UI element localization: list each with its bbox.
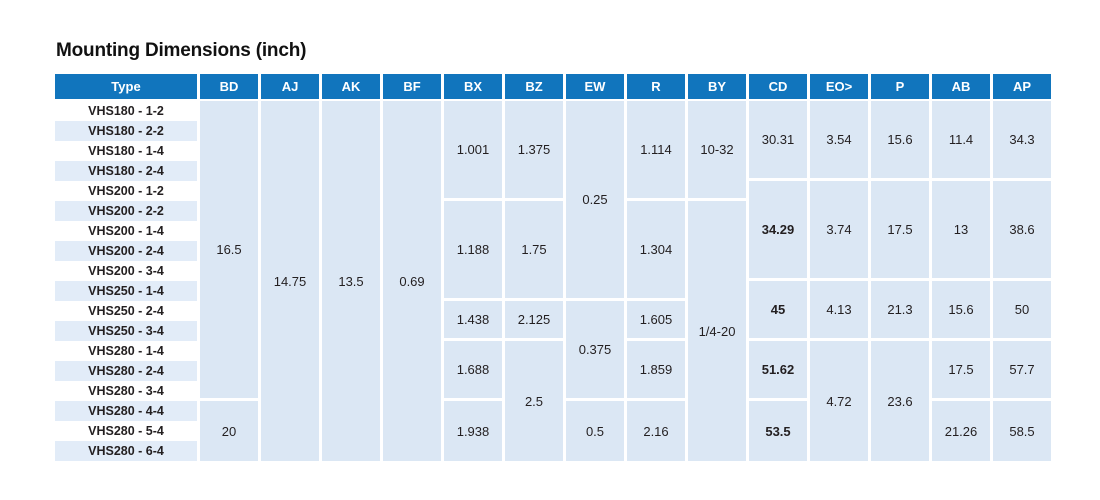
cell-p: 23.6 xyxy=(871,341,929,461)
cell-r: 1.304 xyxy=(627,201,685,301)
cell-cd: 45 xyxy=(749,281,807,341)
cell-bz: 2.125 xyxy=(505,301,563,341)
cell-ew: 0.25 xyxy=(566,101,624,301)
cell-r: 1.859 xyxy=(627,341,685,401)
column-header-eo: EO> xyxy=(810,74,868,101)
page-title: Mounting Dimensions (inch) xyxy=(56,40,307,61)
column-header-p: P xyxy=(871,74,929,101)
column-header-r: R xyxy=(627,74,685,101)
cell-ap: 38.6 xyxy=(993,181,1051,281)
cell-eo: 3.74 xyxy=(810,181,868,281)
row-type-label: VHS200 - 1-4 xyxy=(55,221,197,241)
column-header-bx: BX xyxy=(444,74,502,101)
cell-ab: 17.5 xyxy=(932,341,990,401)
cell-bx: 1.688 xyxy=(444,341,502,401)
cell-ab: 21.26 xyxy=(932,401,990,461)
column-header-by: BY xyxy=(688,74,746,101)
cell-bx: 1.188 xyxy=(444,201,502,301)
column-header-ab: AB xyxy=(932,74,990,101)
cell-ew: 0.5 xyxy=(566,401,624,461)
cell-bz: 2.5 xyxy=(505,341,563,461)
row-type-label: VHS280 - 3-4 xyxy=(55,381,197,401)
cell-eo: 4.13 xyxy=(810,281,868,341)
column-header-cd: CD xyxy=(749,74,807,101)
row-type-label: VHS280 - 1-4 xyxy=(55,341,197,361)
cell-bx: 1.938 xyxy=(444,401,502,461)
cell-by: 10-32 xyxy=(688,101,746,201)
row-type-label: VHS280 - 2-4 xyxy=(55,361,197,381)
cell-cd: 30.31 xyxy=(749,101,807,181)
column-header-aj: AJ xyxy=(261,74,319,101)
cell-bz: 1.75 xyxy=(505,201,563,301)
cell-by: 1/4-20 xyxy=(688,201,746,461)
column-header-type: Type xyxy=(55,74,197,101)
row-type-label: VHS280 - 6-4 xyxy=(55,441,197,461)
cell-eo: 3.54 xyxy=(810,101,868,181)
cell-cd: 53.5 xyxy=(749,401,807,461)
cell-ap: 34.3 xyxy=(993,101,1051,181)
cell-ap: 57.7 xyxy=(993,341,1051,401)
cell-r: 1.114 xyxy=(627,101,685,201)
row-type-label: VHS180 - 2-2 xyxy=(55,121,197,141)
cell-cd: 51.62 xyxy=(749,341,807,401)
cell-ap: 50 xyxy=(993,281,1051,341)
cell-bz: 1.375 xyxy=(505,101,563,201)
row-type-label: VHS200 - 1-2 xyxy=(55,181,197,201)
cell-p: 21.3 xyxy=(871,281,929,341)
row-type-label: VHS250 - 1-4 xyxy=(55,281,197,301)
cell-bd: 20 xyxy=(200,401,258,461)
cell-ew: 0.375 xyxy=(566,301,624,401)
column-header-ap: AP xyxy=(993,74,1051,101)
mounting-dimensions-table: Type BD AJ AK BF BX BZ EW R BY CD EO> P AB AP VHS180 - … xyxy=(55,74,1051,461)
cell-ak: 13.5 xyxy=(322,101,380,461)
cell-ab: 15.6 xyxy=(932,281,990,341)
row-type-label: VHS180 - 1-2 xyxy=(55,101,197,121)
row-type-label: VHS200 - 3-4 xyxy=(55,261,197,281)
column-header-bf: BF xyxy=(383,74,441,101)
cell-ab: 13 xyxy=(932,181,990,281)
cell-ap: 58.5 xyxy=(993,401,1051,461)
row-type-label: VHS250 - 2-4 xyxy=(55,301,197,321)
column-header-bz: BZ xyxy=(505,74,563,101)
cell-aj: 14.75 xyxy=(261,101,319,461)
row-type-label: VHS200 - 2-2 xyxy=(55,201,197,221)
row-type-label: VHS180 - 1-4 xyxy=(55,141,197,161)
row-type-label: VHS280 - 5-4 xyxy=(55,421,197,441)
row-type-label: VHS200 - 2-4 xyxy=(55,241,197,261)
cell-bf: 0.69 xyxy=(383,101,441,461)
row-type-label: VHS250 - 3-4 xyxy=(55,321,197,341)
row-type-label: VHS180 - 2-4 xyxy=(55,161,197,181)
cell-p: 15.6 xyxy=(871,101,929,181)
cell-bx: 1.001 xyxy=(444,101,502,201)
cell-bd: 16.5 xyxy=(200,101,258,401)
cell-bx: 1.438 xyxy=(444,301,502,341)
cell-p: 17.5 xyxy=(871,181,929,281)
cell-ab: 11.4 xyxy=(932,101,990,181)
cell-r: 2.16 xyxy=(627,401,685,461)
row-type-label: VHS280 - 4-4 xyxy=(55,401,197,421)
cell-r: 1.605 xyxy=(627,301,685,341)
column-header-ew: EW xyxy=(566,74,624,101)
cell-eo: 4.72 xyxy=(810,341,868,461)
column-header-ak: AK xyxy=(322,74,380,101)
column-header-bd: BD xyxy=(200,74,258,101)
cell-cd: 34.29 xyxy=(749,181,807,281)
